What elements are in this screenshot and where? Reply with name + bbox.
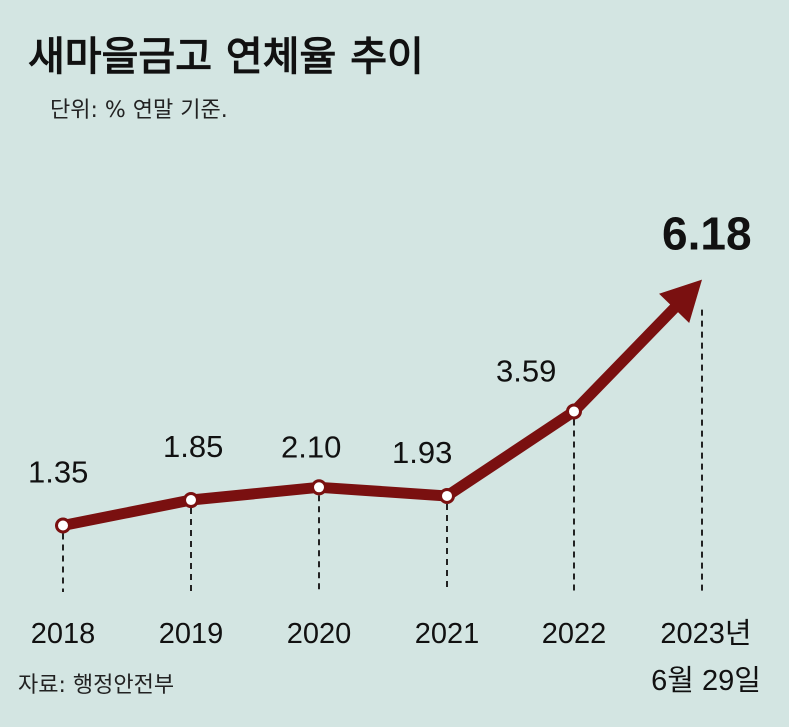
chart-subtitle: 단위: % 연말 기준.	[50, 98, 228, 123]
data-points	[55, 403, 582, 534]
x-tick-label: 6월 29일	[651, 664, 761, 697]
data-point	[183, 492, 199, 509]
arrowhead	[659, 279, 702, 323]
data-label: 6.18	[662, 208, 752, 260]
series-line	[57, 299, 683, 531]
x-tick-label: 2020	[287, 618, 352, 650]
data-label: 3.59	[496, 353, 556, 388]
x-tick-label: 2022	[542, 618, 607, 650]
data-label: 1.85	[163, 429, 223, 464]
x-tick-label: 2021	[415, 618, 480, 650]
data-label: 1.35	[28, 454, 88, 489]
data-point	[311, 479, 327, 496]
source-note: 자료: 행정안전부	[18, 673, 174, 698]
data-point	[566, 403, 582, 420]
data-point	[439, 487, 455, 504]
data-label: 1.93	[392, 435, 452, 470]
chart-title: 새마을금고 연체율 추이	[28, 34, 424, 80]
data-labels: 1.35 1.85 2.10 1.93 3.59 6.18	[28, 208, 752, 490]
guide-lines	[62, 309, 703, 592]
data-point	[55, 517, 71, 534]
x-tick-label: 2019	[159, 618, 224, 650]
data-label: 2.10	[281, 429, 341, 464]
x-tick-label: 2018	[31, 618, 96, 650]
x-axis-ticks: 2018 2019 2020 2021 2022 2023년 6월 29일	[31, 618, 761, 697]
series-layer	[57, 279, 702, 531]
x-tick-label: 2023년	[660, 618, 751, 650]
